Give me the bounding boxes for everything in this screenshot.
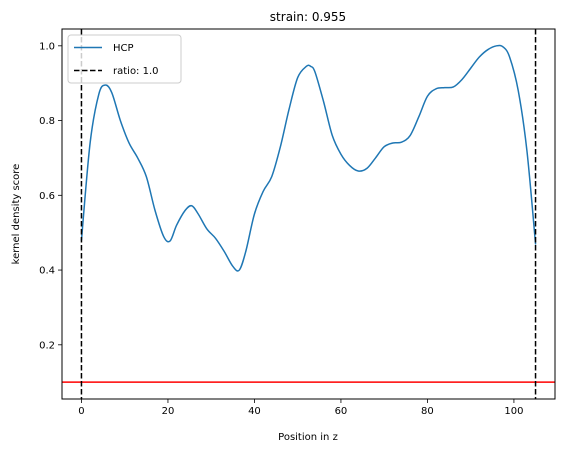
- plot-area: [62, 29, 555, 399]
- y-tick-label: 0.8: [39, 116, 55, 127]
- y-tick-label: 0.6: [39, 191, 55, 202]
- legend: HCP ratio: 1.0: [67, 34, 182, 84]
- x-tick-label: 0: [78, 406, 84, 417]
- x-tick-label: 80: [421, 406, 434, 417]
- plot-frame: [61, 28, 556, 400]
- y-tick-label: 1.0: [39, 41, 55, 52]
- x-tick-label: 40: [248, 406, 261, 417]
- x-tick-label: 20: [162, 406, 175, 417]
- y-axis-label: kernel density score: [11, 164, 22, 265]
- x-tick-label: 100: [504, 406, 523, 417]
- y-axis-ticks: 0.2 0.4 0.6 0.8 1.0: [39, 41, 62, 351]
- chart-title: strain: 0.955: [270, 10, 346, 24]
- y-tick-label: 0.2: [39, 340, 55, 351]
- legend-ratio-label: ratio: 1.0: [113, 66, 159, 77]
- legend-hcp-label: HCP: [113, 43, 134, 54]
- x-axis-label: Position in z: [278, 432, 338, 443]
- series-line-hcp: [80, 44, 537, 272]
- y-tick-label: 0.4: [39, 266, 55, 277]
- x-axis-ticks: 0 20 40 60 80 100: [78, 399, 523, 417]
- x-tick-label: 60: [335, 406, 348, 417]
